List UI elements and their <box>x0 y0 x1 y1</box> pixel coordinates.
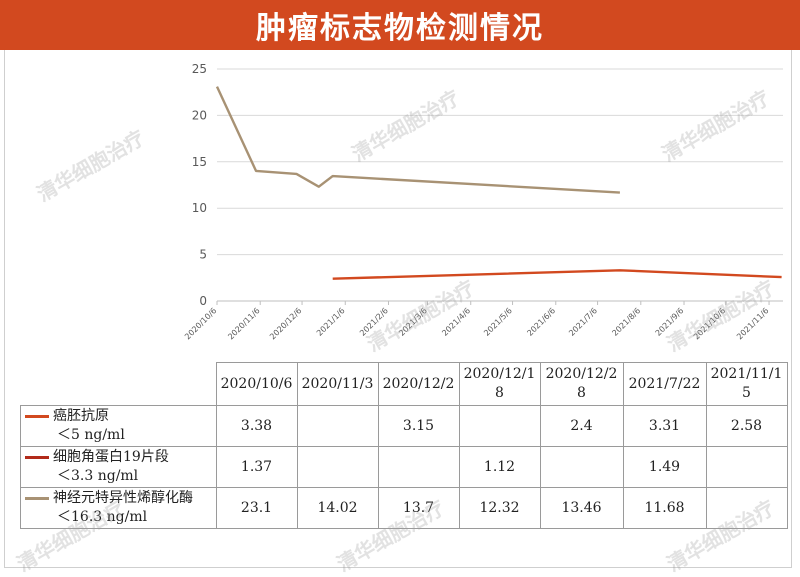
row-label: 癌胚抗原 <box>53 407 109 424</box>
reference-range: ＜16.3 ng/ml <box>57 509 148 526</box>
table-header-row: 2020/10/6 2020/11/3 2020/12/2 2020/12/1 8 20… <box>20 362 788 406</box>
table-cell <box>377 446 460 488</box>
table-cell: 3.31 <box>622 405 707 447</box>
table-cell: 1.12 <box>458 446 541 488</box>
table-cell <box>539 446 624 488</box>
x-tick-label: 2020/10/6 <box>183 306 218 341</box>
table-cell: 11.68 <box>622 487 707 529</box>
table-body: 癌胚抗原 ＜5 ng/ml 3.38 3.15 2.4 3.31 2.58 细胞角蛋白19片段… <box>20 405 788 529</box>
y-tick-label: 10 <box>192 201 207 215</box>
row-label: 神经元特异性烯醇化酶 <box>53 489 193 506</box>
table-cell <box>705 446 788 488</box>
table-cell: 2.58 <box>705 405 788 447</box>
x-tick-label: 2021/1/6 <box>315 306 347 338</box>
table-row: 细胞角蛋白19片段 ＜3.3 ng/ml 1.37 1.12 1.49 <box>20 446 788 488</box>
table-cell: 3.15 <box>377 405 460 447</box>
x-tick-label: 2021/6/6 <box>525 306 557 338</box>
legend-swatch <box>25 455 49 459</box>
table-cell <box>296 446 379 488</box>
table-row: 神经元特异性烯醇化酶 ＜16.3 ng/ml 23.1 14.02 13.7 12.32 1… <box>20 487 788 529</box>
x-tick-label: 2021/7/6 <box>567 306 599 338</box>
x-tick-label: 2021/8/6 <box>610 306 642 338</box>
y-tick-label: 25 <box>192 62 207 76</box>
table-cell: 13.7 <box>377 487 460 529</box>
table-column-header: 2020/12/1 8 <box>458 362 541 406</box>
series-line <box>332 269 782 280</box>
x-tick-label: 2021/10/6 <box>692 306 727 341</box>
x-tick-label: 2021/4/6 <box>440 306 472 338</box>
table-column-header: 2020/11/3 <box>296 362 379 406</box>
legend-swatch <box>25 414 49 418</box>
table-column-header: 2021/11/1 5 <box>705 362 788 406</box>
x-tick-label: 2021/2/6 <box>358 306 390 338</box>
chart-frame <box>4 50 792 568</box>
y-tick-label: 5 <box>199 248 207 262</box>
table-cell <box>458 405 541 447</box>
row-header: 细胞角蛋白19片段 ＜3.3 ng/ml <box>20 446 217 488</box>
x-tick-label: 2020/12/6 <box>268 306 303 341</box>
x-tick-label: 2021/5/6 <box>482 306 514 338</box>
row-label: 细胞角蛋白19片段 <box>53 448 169 465</box>
table-cell: 3.38 <box>215 405 298 447</box>
x-tick-label: 2021/11/6 <box>735 306 770 341</box>
table-cell: 13.46 <box>539 487 624 529</box>
table-row: 癌胚抗原 ＜5 ng/ml 3.38 3.15 2.4 3.31 2.58 <box>20 405 788 447</box>
table-column-header: 2020/12/2 8 <box>539 362 624 406</box>
table-column-header: 2021/7/22 <box>622 362 707 406</box>
y-tick-label: 20 <box>192 108 207 122</box>
x-tick-label: 2020/11/6 <box>226 306 261 341</box>
table-column-header: 2020/12/2 <box>377 362 460 406</box>
y-tick-label: 15 <box>192 155 207 169</box>
table-cell: 23.1 <box>215 487 298 529</box>
table-cell: 1.49 <box>622 446 707 488</box>
row-header: 癌胚抗原 ＜5 ng/ml <box>20 405 217 447</box>
table-cell: 2.4 <box>539 405 624 447</box>
legend-swatch <box>25 496 49 500</box>
data-table: 2020/10/6 2020/11/3 2020/12/2 2020/12/1 8 20… <box>20 362 788 529</box>
table-cell: 12.32 <box>458 487 541 529</box>
x-tick-label: 2021/3/6 <box>397 306 429 338</box>
table-corner <box>20 362 217 406</box>
reference-range: ＜3.3 ng/ml <box>57 468 139 485</box>
table-column-header: 2020/10/6 <box>215 362 298 406</box>
table-cell <box>296 405 379 447</box>
table-cell: 14.02 <box>296 487 379 529</box>
x-tick-label: 2021/9/6 <box>654 306 686 338</box>
line-chart: 0 5 10 15 20 25 2020/10/6 2020/11/6 2020/12/6 202… <box>183 62 783 341</box>
reference-range: ＜5 ng/ml <box>57 427 125 444</box>
y-tick-label: 0 <box>199 294 207 308</box>
page-title: 肿瘤标志物检测情况 <box>0 0 800 50</box>
table-cell <box>705 487 788 529</box>
table-cell: 1.37 <box>215 446 298 488</box>
row-header: 神经元特异性烯醇化酶 ＜16.3 ng/ml <box>20 487 217 529</box>
series-line <box>215 86 620 194</box>
